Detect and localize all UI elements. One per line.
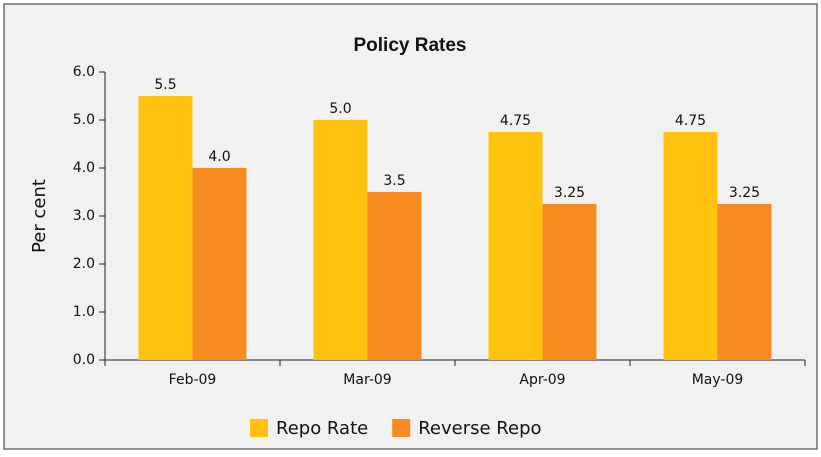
y-tick-label: 1.0 [73,304,95,320]
legend-label: Repo Rate [276,418,368,439]
y-tick-label: 2.0 [73,256,95,272]
bar [192,168,247,360]
data-label: 5.5 [154,77,176,93]
bar [717,204,772,360]
bar [488,132,543,360]
chart-title: Policy Rates [354,35,467,56]
legend-label: Reverse Repo [418,418,541,439]
legend-swatch [250,419,268,437]
bar [663,132,718,360]
x-tick-label: Mar-09 [343,372,391,388]
data-label: 5.0 [329,101,351,117]
x-tick-label: Apr-09 [519,372,565,388]
y-tick-label: 3.0 [73,208,95,224]
y-tick-label: 0.0 [73,352,95,368]
data-label: 4.0 [208,149,230,165]
data-label: 3.25 [729,185,760,201]
x-tick-label: Feb-09 [169,372,217,388]
data-label: 4.75 [500,113,531,129]
x-tick-label: May-09 [692,372,744,388]
y-tick-label: 5.0 [73,112,95,128]
y-tick-label: 6.0 [73,64,95,80]
y-axis-label: Per cent [29,179,50,253]
bar [367,192,422,360]
data-label: 4.75 [675,113,706,129]
bar [138,96,193,360]
bar [542,204,597,360]
data-label: 3.25 [554,185,585,201]
y-tick-label: 4.0 [73,160,95,176]
bar [313,120,368,360]
data-label: 3.5 [383,173,405,189]
legend-swatch [392,419,411,437]
